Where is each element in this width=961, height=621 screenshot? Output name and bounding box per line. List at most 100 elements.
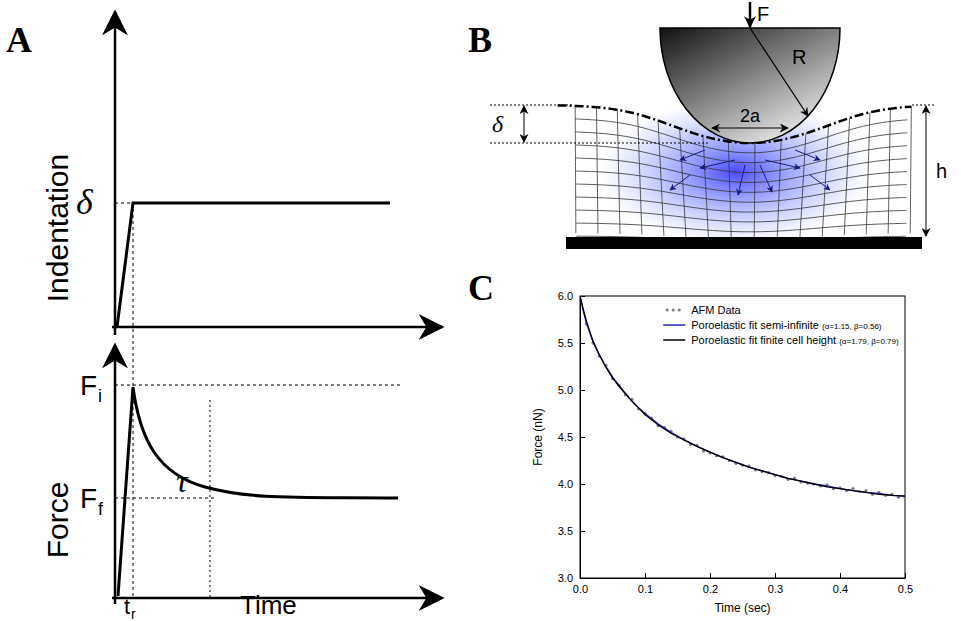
symbol: t (124, 594, 130, 619)
axis-title: Time (sec) (714, 601, 770, 615)
legend-swatch (672, 308, 675, 311)
legend-swatch (663, 339, 685, 341)
tick-label: 0.5 (898, 583, 913, 595)
flow-arrow (760, 165, 772, 192)
tick: 3.0 (558, 572, 585, 584)
flow-arrow (670, 175, 690, 190)
legend-swatch (678, 308, 681, 311)
tick: 0.5 (898, 573, 913, 595)
flow-arrow (795, 150, 820, 160)
panel-letter: C (468, 268, 494, 308)
tick-label: 0.2 (703, 583, 718, 595)
tick-label: 5.5 (558, 337, 573, 349)
mesh-line (576, 197, 907, 212)
tick: 4.5 (558, 431, 585, 443)
mesh-line (910, 107, 911, 234)
tick-mark (580, 343, 585, 344)
mesh-line (754, 143, 756, 240)
mesh-line (777, 140, 781, 239)
legend-swatch (666, 308, 669, 311)
tick: 0.4 (833, 573, 848, 595)
symbol-subscript: f (98, 499, 104, 519)
symbol-subscript: i (98, 386, 102, 406)
force-arrow (749, 2, 752, 27)
flow-arrow (765, 160, 800, 168)
mesh-line (703, 136, 708, 238)
tick-label: 3.0 (558, 572, 573, 584)
label: h (936, 160, 947, 182)
mesh-line (596, 107, 597, 233)
figure: ABCIndentationForceTimeδFiFfτtrFR2aδh0.0… (0, 0, 961, 621)
guide-line (912, 105, 934, 106)
tick-mark (580, 578, 585, 579)
guide-line (490, 105, 572, 106)
radius-arrow (750, 28, 808, 116)
legend-item: Poroelastic fit semi-infinite (α=1.15, β… (663, 319, 882, 331)
panel-a: IndentationForceTimeδFiFfτtr (41, 12, 442, 621)
symbol: F (80, 483, 97, 514)
mesh-line (658, 121, 664, 236)
x-axis: 0.00.10.20.30.40.5 (573, 573, 913, 595)
legend-item: AFM Data (666, 304, 742, 316)
panel-letter: A (6, 20, 32, 60)
axis-line (114, 12, 117, 335)
tick: 4.0 (558, 478, 585, 490)
guide-line (490, 143, 710, 144)
mesh-line (576, 223, 907, 232)
legend-swatch (663, 324, 685, 326)
y-axis: 3.0 3.5 4.0 4.5 5.0 5.5 6.0 (558, 290, 585, 584)
mesh-line (638, 114, 642, 234)
tick-label: 6.0 (558, 290, 573, 302)
mesh-line (888, 109, 890, 234)
flow-arrow (810, 175, 830, 190)
axis-domain (581, 578, 906, 579)
scatter-series (580, 296, 905, 500)
contact-arrow (712, 127, 788, 128)
legend: AFM Data Poroelastic fit semi-infinite (α… (663, 304, 899, 346)
tick-mark (775, 573, 776, 578)
axis-title: Force (nN) (531, 408, 545, 465)
axis-title: Time (240, 590, 297, 620)
tick: 0.2 (703, 573, 718, 595)
axis-title: Indentation (41, 154, 74, 302)
depth-arrow (524, 106, 525, 142)
label: 2a (740, 106, 761, 126)
tick-mark (580, 531, 585, 532)
tick-mark (840, 573, 841, 578)
guide-line (115, 385, 400, 386)
tick-mark (905, 573, 906, 578)
tick: 5.5 (558, 337, 585, 349)
tick-mark (580, 437, 585, 438)
symbol-subscript: r (131, 606, 136, 621)
tick: 0.1 (638, 573, 653, 595)
panel-letter: B (468, 20, 492, 60)
label: F (757, 3, 769, 25)
tick-label: 0.4 (833, 583, 848, 595)
tick-label: 4.5 (558, 431, 573, 443)
fit-line (580, 296, 905, 496)
mesh-line (728, 141, 731, 239)
label: R (792, 46, 806, 68)
legend-label: Poroelastic fit semi-infinite (α=1.15, β… (691, 319, 882, 331)
indenter (660, 28, 840, 143)
axis-title: Force (41, 482, 74, 559)
height-arrow (926, 106, 927, 236)
guide-line (115, 498, 215, 499)
plot-frame (580, 296, 905, 578)
mesh-line (576, 210, 907, 222)
panel-c: 0.00.10.20.30.40.53.03.54.04.55.05.56.0T… (531, 290, 913, 615)
symbol: τ (176, 463, 189, 499)
guide-line (115, 203, 133, 204)
label: δ (492, 111, 504, 137)
mesh-line (800, 133, 806, 237)
symbol: δ (76, 182, 94, 222)
tick-mark (645, 573, 646, 578)
fit-line (580, 296, 905, 496)
legend-label: Poroelastic fit finite cell height (α=1.… (691, 334, 899, 346)
mesh-line (844, 118, 849, 235)
tick: 5.0 (558, 384, 585, 396)
tick-label: 3.5 (558, 525, 573, 537)
indentation-curve (117, 203, 390, 327)
data-point (903, 497, 905, 500)
tick-label: 0.0 (573, 583, 588, 595)
